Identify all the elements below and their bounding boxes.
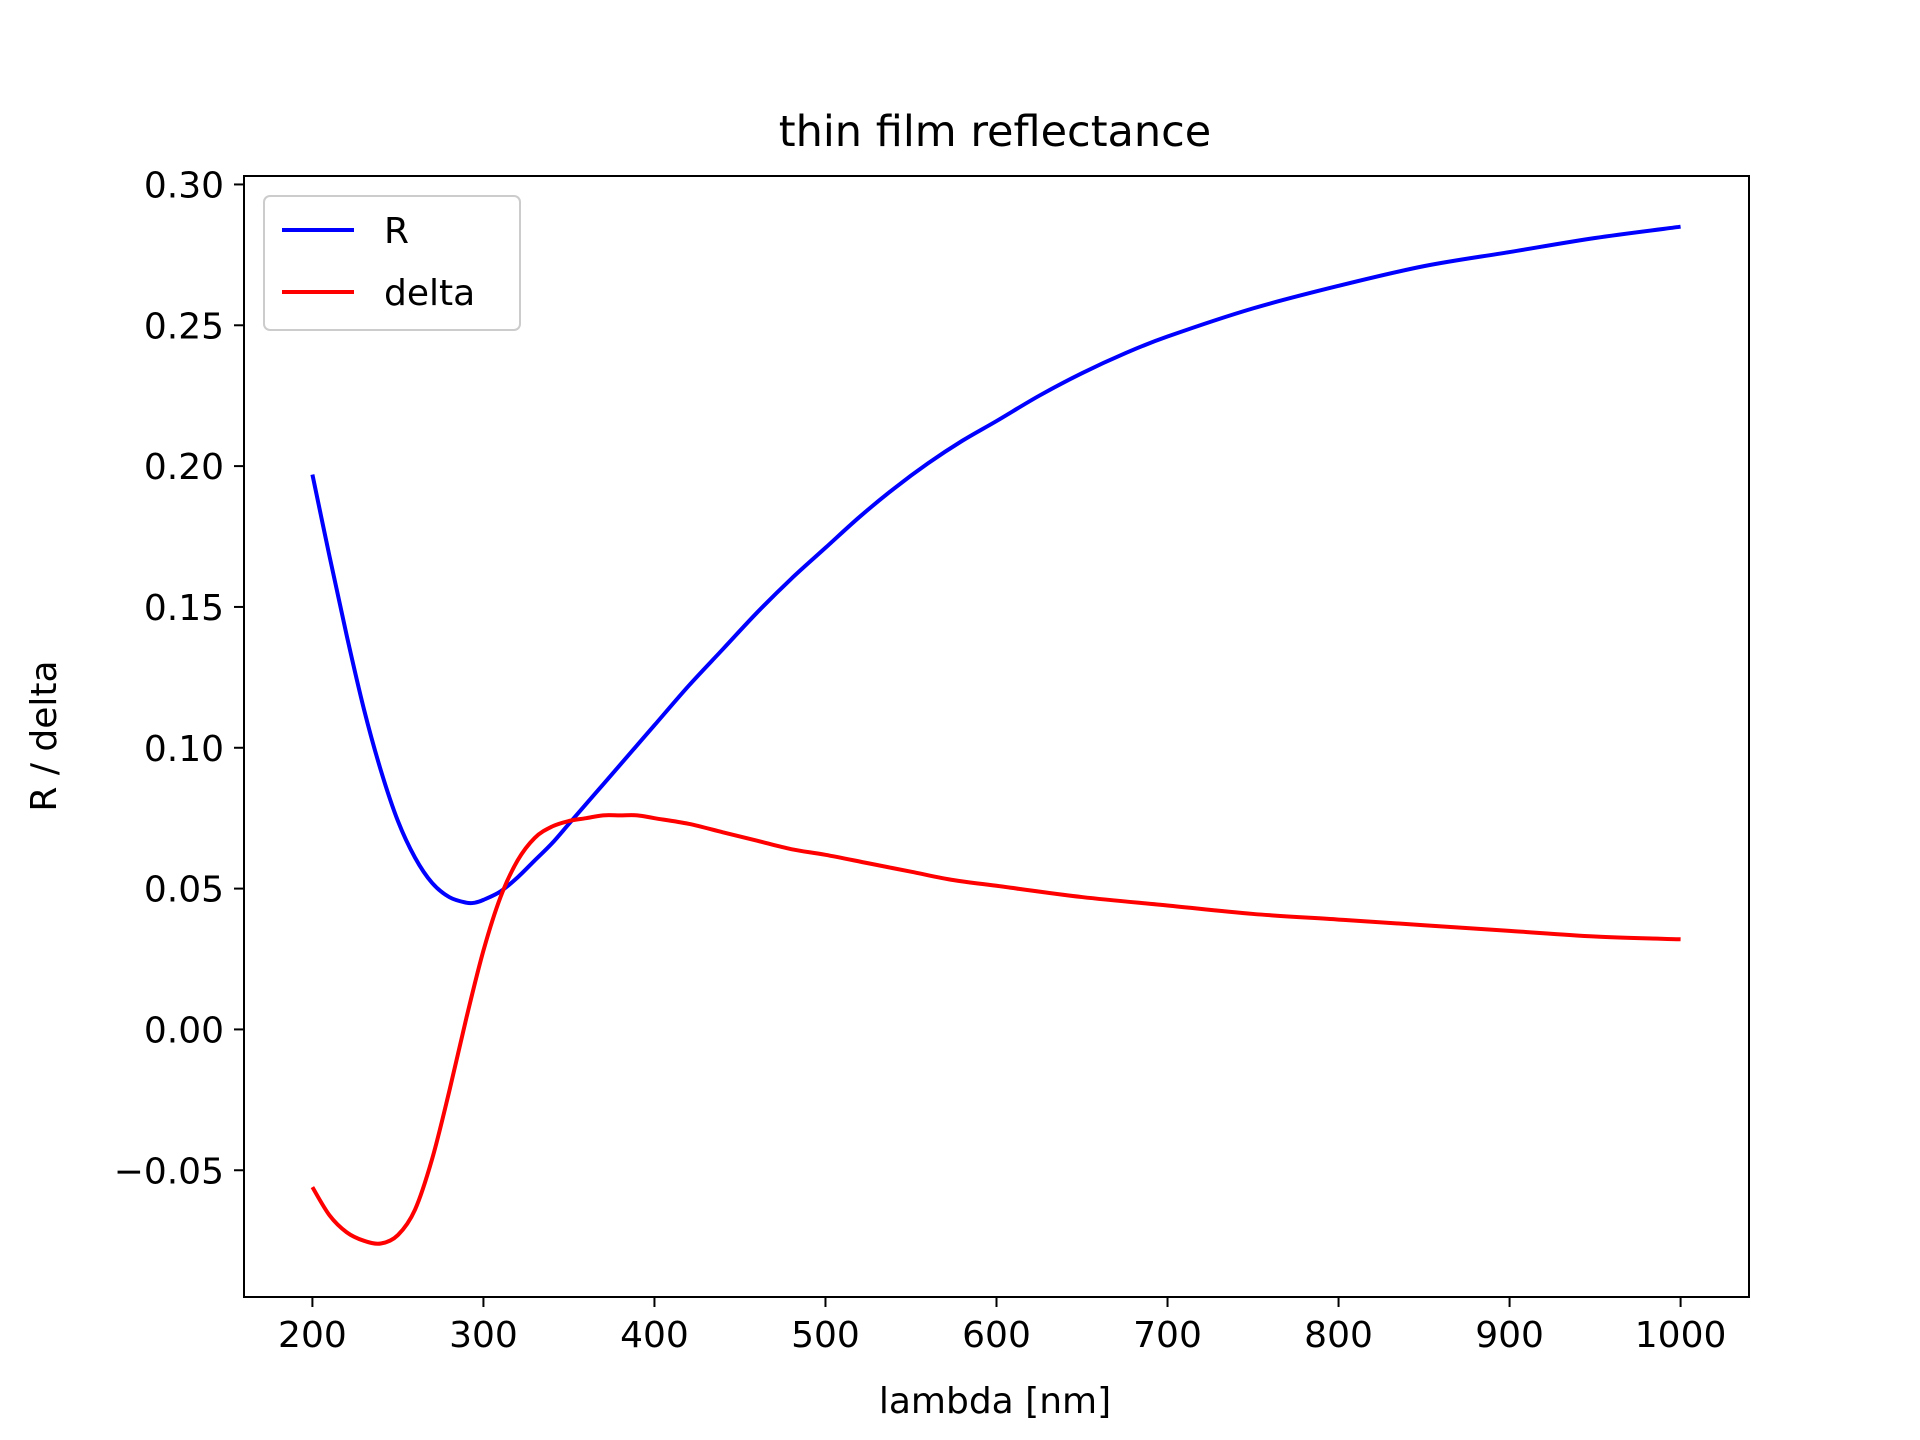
y-tick-label: 0.25 — [144, 306, 224, 347]
y-axis-label: R / delta — [24, 660, 65, 811]
x-tick-label: 700 — [1133, 1315, 1202, 1356]
y-tick-label: 0.10 — [144, 729, 224, 770]
plot-frame — [243, 175, 1750, 1298]
x-tick-label: 500 — [791, 1315, 860, 1356]
x-tick-label: 800 — [1304, 1315, 1373, 1356]
x-tick-label: 200 — [278, 1315, 347, 1356]
y-axis: −0.05 0.00 0.05 0.10 0.15 0.20 0.25 0.30 — [114, 165, 244, 1192]
x-tick-label: 1000 — [1635, 1315, 1727, 1356]
y-tick-label: 0.20 — [144, 447, 224, 488]
x-tick-label: 600 — [962, 1315, 1031, 1356]
x-tick-label: 400 — [620, 1315, 689, 1356]
y-tick-label: −0.05 — [114, 1151, 224, 1192]
y-tick-label: 0.15 — [144, 588, 224, 629]
series-line-delta — [310, 813, 1681, 1246]
x-axis: 200 300 400 500 600 700 800 900 1000 — [278, 1297, 1726, 1356]
x-axis-label: lambda [nm] — [879, 1381, 1111, 1422]
plot-area — [310, 224, 1681, 1246]
x-tick-label: 300 — [449, 1315, 518, 1356]
y-tick-label: 0.00 — [144, 1010, 224, 1051]
series-line-R — [310, 224, 1681, 906]
legend-label-delta: delta — [384, 273, 475, 314]
chart-title: thin film reflectance — [779, 107, 1212, 157]
x-tick-label: 900 — [1475, 1315, 1544, 1356]
y-tick-label: 0.30 — [144, 165, 224, 206]
legend-label-R: R — [384, 211, 409, 252]
y-tick-label: 0.05 — [144, 870, 224, 911]
